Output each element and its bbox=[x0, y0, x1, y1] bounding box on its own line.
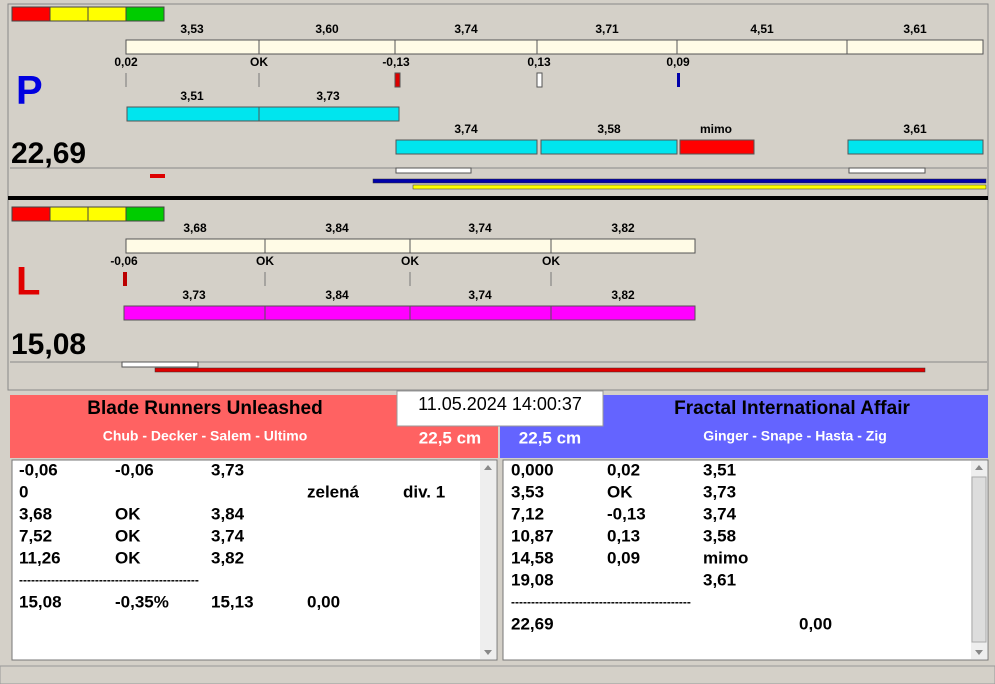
team-name: Blade Runners Unleashed bbox=[87, 398, 322, 419]
jump-label: 3,58 bbox=[597, 122, 621, 136]
list-cell: 3,74 bbox=[703, 504, 737, 523]
list-summary: -0,35% bbox=[115, 592, 169, 611]
list-summary: 0,00 bbox=[799, 614, 832, 633]
list-cell: mimo bbox=[703, 548, 748, 567]
jump-label: 3,73 bbox=[182, 288, 206, 302]
list-cell: 14,58 bbox=[511, 548, 554, 567]
jump-label: 3,74 bbox=[468, 288, 492, 302]
list-cell: 7,12 bbox=[511, 504, 544, 523]
list-cell: 3,73 bbox=[703, 482, 736, 501]
list-cell: 3,73 bbox=[211, 460, 244, 479]
diff-label: 0,02 bbox=[114, 55, 138, 69]
diff-label: -0,13 bbox=[382, 55, 410, 69]
list-cell: 19,08 bbox=[511, 570, 554, 589]
list-cell: 3,68 bbox=[19, 504, 52, 523]
jump-label: 3,61 bbox=[903, 22, 927, 36]
list-cell: 0,09 bbox=[607, 548, 640, 567]
jump-label: 3,74 bbox=[454, 22, 478, 36]
jump-label: 3,74 bbox=[454, 122, 478, 136]
list-cell: 3,58 bbox=[703, 526, 736, 545]
list-cell: -0,06 bbox=[115, 460, 154, 479]
scroll-arrows bbox=[484, 465, 983, 655]
list-cell: 0,02 bbox=[607, 460, 640, 479]
team-distance: 22,5 cm bbox=[419, 428, 481, 447]
list-cell: 10,87 bbox=[511, 526, 554, 545]
jump-label: 3,61 bbox=[903, 122, 927, 136]
list-summary: 22,69 bbox=[511, 614, 554, 633]
diff-label: OK bbox=[542, 254, 560, 268]
jump-label: 3,68 bbox=[183, 221, 207, 235]
diff-label: OK bbox=[401, 254, 419, 268]
list-summary: 0,00 bbox=[307, 592, 340, 611]
list-cell: 3,84 bbox=[211, 504, 245, 523]
list-cell: 3,61 bbox=[703, 570, 736, 589]
list-cell: 11,26 bbox=[19, 548, 61, 567]
list-cell: 7,52 bbox=[19, 526, 52, 545]
list-summary: 15,13 bbox=[211, 592, 254, 611]
jump-label: 4,51 bbox=[750, 22, 774, 36]
team-name: Fractal International Affair bbox=[674, 398, 910, 419]
color-key bbox=[11, 6, 165, 222]
jump-label: 3,74 bbox=[468, 221, 492, 235]
list-cell: 3,82 bbox=[211, 548, 244, 567]
jump-label: mimo bbox=[700, 122, 732, 136]
jump-label: 3,82 bbox=[611, 221, 635, 235]
team-players: Chub - Decker - Salem - Ultimo bbox=[103, 428, 308, 444]
list-cell: 0,13 bbox=[607, 526, 640, 545]
diff-label: 0,13 bbox=[527, 55, 551, 69]
jump-label: 3,60 bbox=[315, 22, 339, 36]
diff-label: -0,06 bbox=[110, 254, 138, 268]
list-cell: zelená bbox=[307, 482, 360, 501]
left-scrollbar[interactable] bbox=[480, 461, 496, 659]
list-cell: OK bbox=[115, 504, 141, 523]
diff-label: OK bbox=[256, 254, 274, 268]
diff-label: 0,09 bbox=[666, 55, 690, 69]
right-list bbox=[502, 459, 989, 661]
jump-label: 3,51 bbox=[180, 89, 204, 103]
list-cell: OK bbox=[115, 548, 141, 567]
list-cell: -0,06 bbox=[19, 460, 58, 479]
section-total: 15,08 bbox=[11, 328, 86, 361]
list-cell: 0 bbox=[19, 482, 28, 501]
timestamp: 11.05.2024 14:00:37 bbox=[418, 394, 582, 414]
list-cell: OK bbox=[115, 526, 141, 545]
jump-label: 3,53 bbox=[180, 22, 204, 36]
left-list bbox=[11, 459, 498, 661]
diff-label: OK bbox=[250, 55, 268, 69]
timestamp-box bbox=[396, 390, 604, 427]
list-cell: 3,51 bbox=[703, 460, 736, 479]
section-divider bbox=[8, 196, 988, 200]
team-distance: 22,5 cm bbox=[519, 428, 581, 447]
list-cell: 3,53 bbox=[511, 482, 544, 501]
list-summary: 15,08 bbox=[19, 592, 62, 611]
jump-label: 3,84 bbox=[325, 288, 349, 302]
jump-label: 3,71 bbox=[595, 22, 619, 36]
team-players: Ginger - Snape - Hasta - Zig bbox=[703, 428, 887, 444]
section-letter: L bbox=[16, 260, 40, 304]
list-cell: OK bbox=[607, 482, 633, 501]
section-total: 22,69 bbox=[11, 137, 86, 170]
list-cell: 3,74 bbox=[211, 526, 245, 545]
list-separator: ----------------------------------------… bbox=[19, 573, 199, 587]
p-bars bbox=[10, 39, 987, 190]
status-bar bbox=[0, 665, 995, 684]
jump-label: 3,82 bbox=[611, 288, 635, 302]
scroll-thumb[interactable] bbox=[971, 476, 987, 643]
section-letter: P bbox=[16, 69, 43, 113]
list-cell: div. 1 bbox=[403, 482, 445, 501]
bar-dividers bbox=[258, 40, 848, 320]
jump-label: 3,73 bbox=[316, 89, 340, 103]
list-cell: 0,000 bbox=[511, 460, 554, 479]
jump-label: 3,84 bbox=[325, 221, 349, 235]
list-separator: ----------------------------------------… bbox=[511, 595, 691, 609]
list-cell: -0,13 bbox=[607, 504, 646, 523]
